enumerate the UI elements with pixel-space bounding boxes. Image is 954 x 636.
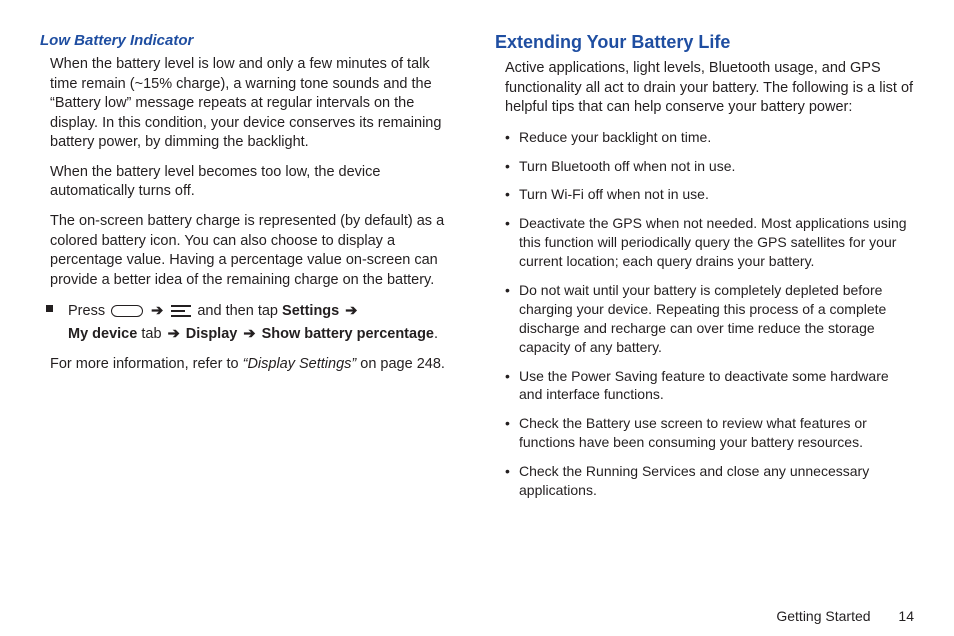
then-tap-label: and then tap	[197, 303, 278, 319]
arrow-icon: ➔	[241, 326, 257, 342]
ref-suffix: on page 248.	[360, 356, 445, 372]
press-label: Press	[68, 303, 105, 319]
low-battery-heading: Low Battery Indicator	[40, 32, 459, 49]
tab-word: tab	[141, 326, 161, 342]
arrow-icon: ➔	[343, 303, 359, 319]
right-column: Extending Your Battery Life Active appli…	[495, 32, 914, 510]
square-bullet-icon	[46, 305, 53, 312]
page-footer: Getting Started 14	[776, 608, 914, 624]
show-battery-label: Show battery percentage	[262, 326, 434, 342]
list-item: Turn Wi-Fi off when not in use.	[505, 185, 914, 204]
list-item: Turn Bluetooth off when not in use.	[505, 157, 914, 176]
list-item: Check the Running Services and close any…	[505, 462, 914, 500]
my-device-label: My device	[68, 326, 137, 342]
list-item: Reduce your backlight on time.	[505, 128, 914, 147]
list-item: Deactivate the GPS when not needed. Most…	[505, 214, 914, 271]
extending-battery-heading: Extending Your Battery Life	[495, 32, 914, 53]
instruction-step: Press ➔ and then tap Settings ➔ My devic…	[68, 300, 459, 345]
arrow-icon: ➔	[166, 326, 182, 342]
page-number: 14	[898, 608, 914, 624]
ref-title: “Display Settings”	[243, 356, 357, 372]
tips-list: Reduce your backlight on time. Turn Blue…	[505, 128, 914, 500]
left-column: Low Battery Indicator When the battery l…	[40, 32, 459, 510]
paragraph: Active applications, light levels, Bluet…	[505, 59, 914, 118]
menu-button-icon	[171, 304, 191, 318]
home-button-icon	[111, 305, 143, 317]
paragraph: The on-screen battery charge is represen…	[50, 212, 459, 290]
arrow-icon: ➔	[149, 303, 165, 319]
list-item: Use the Power Saving feature to deactiva…	[505, 367, 914, 405]
list-item: Do not wait until your battery is comple…	[505, 281, 914, 357]
paragraph: When the battery level is low and only a…	[50, 55, 459, 153]
display-label: Display	[186, 326, 238, 342]
section-name: Getting Started	[776, 608, 870, 624]
cross-reference: For more information, refer to “Display …	[50, 355, 459, 375]
ref-prefix: For more information, refer to	[50, 356, 239, 372]
settings-label: Settings	[282, 303, 339, 319]
list-item: Check the Battery use screen to review w…	[505, 414, 914, 452]
paragraph: When the battery level becomes too low, …	[50, 163, 459, 202]
